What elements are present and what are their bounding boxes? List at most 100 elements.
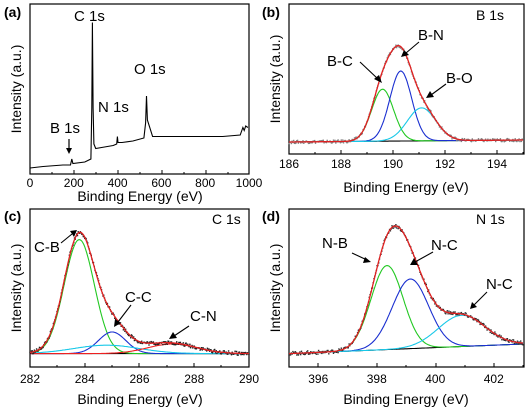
panel-d-data-point [438, 305, 440, 307]
panel-c-data-point [178, 342, 181, 344]
panel-b-xlabel: Binding Energy (eV) [343, 179, 468, 195]
panel-d-data-point [498, 334, 501, 336]
panel-d-data-point [512, 339, 515, 341]
panel-d-data-point [489, 331, 491, 334]
panel-d-data-point [448, 310, 450, 312]
panel-d-data-point [504, 339, 506, 341]
panel-d-data-point [306, 350, 308, 353]
panel-d-data-point [297, 354, 300, 356]
panel-d-data-point [520, 340, 522, 342]
panel-a-series [29, 22, 249, 169]
panel-d-data-point [332, 352, 335, 354]
panel-d-data-point [330, 350, 332, 352]
panel-c-data-point [85, 238, 87, 240]
panel-b-data-point [340, 139, 342, 141]
panel-c-data-point [154, 344, 157, 346]
panel-b-data-point [474, 140, 477, 142]
panel-c-data-point [162, 341, 165, 343]
panel-c-data-point [237, 354, 239, 356]
panel-b-data-point [387, 55, 389, 57]
panel-d-data-point [335, 351, 337, 353]
panel-b-data-point [290, 142, 292, 145]
panel-c-data-point [219, 352, 222, 355]
panel-d-data-point [502, 338, 505, 341]
panel-b-data-point [307, 142, 310, 145]
panel-c-data-point [77, 231, 79, 233]
panel-c-data-point [183, 345, 185, 347]
panel-b-data-point [499, 138, 502, 140]
panel-d-data-point [401, 229, 403, 231]
panel-b-data-point [335, 142, 337, 144]
panel-d-data-point [399, 229, 402, 232]
panel-c-data-point [219, 350, 221, 352]
panel-d-data-point [465, 312, 467, 315]
panel-d-data-point [521, 343, 523, 346]
panel-d-data-point [507, 340, 509, 343]
panel-b-data-point [482, 140, 484, 142]
panel-b-data-point [466, 138, 469, 141]
panel-d-data-point [484, 325, 487, 327]
panel-d-data-point [307, 350, 309, 352]
panel-c-data-point [148, 344, 150, 346]
panel-b-data-point [451, 138, 453, 140]
panel-c-data-point [35, 348, 38, 350]
panel-b-data-point [354, 137, 356, 139]
annot-c-b-arrow [60, 233, 73, 244]
panel-c-data-point [33, 349, 36, 351]
annot-b-n: B-N [418, 27, 444, 44]
panel-d-data-point [474, 318, 477, 320]
annot-b-o-arrow [430, 83, 447, 96]
panel-d-data-point [435, 305, 438, 307]
panel-c-envelope-fit [29, 231, 249, 355]
panel-c-data-point [162, 343, 164, 346]
peak-label-c1s: C 1s [74, 8, 105, 25]
panel-b-data-point [471, 138, 473, 140]
panel-c-data-point [208, 350, 211, 352]
panel-b-data-point [464, 140, 466, 142]
panel-b-data-point [491, 138, 494, 140]
panel-b-data-point [466, 138, 468, 141]
panel-b-data-point [395, 44, 397, 46]
panel-b-data-point [519, 140, 521, 143]
panel-b-data-point [341, 141, 343, 143]
panel-b-data-point [337, 139, 339, 141]
annot-c-n-arrowhead [169, 332, 177, 339]
panel-b-data-point [351, 138, 353, 141]
panel-b-data-point [424, 100, 426, 102]
annot-d-nc2: N-C [486, 276, 513, 293]
panel-c-data-point [188, 345, 190, 348]
panel-b-data-point [320, 140, 322, 142]
panel-d-data-point [480, 321, 482, 324]
panel-c-data-point [146, 341, 149, 343]
panel-d-data-point [493, 333, 495, 336]
panel-d-data-point [464, 312, 466, 314]
panel-c-component-2 [30, 344, 249, 355]
annot-c-n: C-N [190, 308, 217, 325]
panel-a-xtick-2: 400 [108, 176, 128, 190]
panel-d-ticks [288, 363, 524, 367]
panel-b-data-point [505, 140, 507, 142]
panel-d-data-point [335, 351, 338, 353]
panel-d-data-point [491, 332, 493, 334]
panel-b-component-2 [289, 107, 523, 143]
panel-d-data-point [506, 338, 509, 340]
panel-d-data-point [517, 343, 519, 345]
panel-d-data-point [481, 323, 484, 325]
panel-b-data-point [504, 140, 506, 142]
panel-b-data-point [506, 137, 509, 140]
panel-d-data-point [303, 353, 305, 355]
panel-b-data-point [438, 126, 441, 128]
panel-c-series [29, 231, 250, 356]
panel-c-data-point [199, 349, 201, 351]
panel-b-xtick-2: 190 [383, 157, 403, 171]
panel-d-data-point [303, 353, 306, 356]
panel-c-data-point [37, 350, 39, 352]
panel-c-data-point [131, 335, 133, 337]
panel-b-data-point [503, 141, 505, 143]
panel-d-data-point [332, 349, 334, 352]
panel-c-data-point [223, 350, 225, 352]
panel-c-data-point [40, 348, 42, 350]
panel-c-data-point [130, 334, 133, 336]
panel-c-data-point [136, 341, 138, 343]
panel-d-data-point [519, 343, 521, 345]
